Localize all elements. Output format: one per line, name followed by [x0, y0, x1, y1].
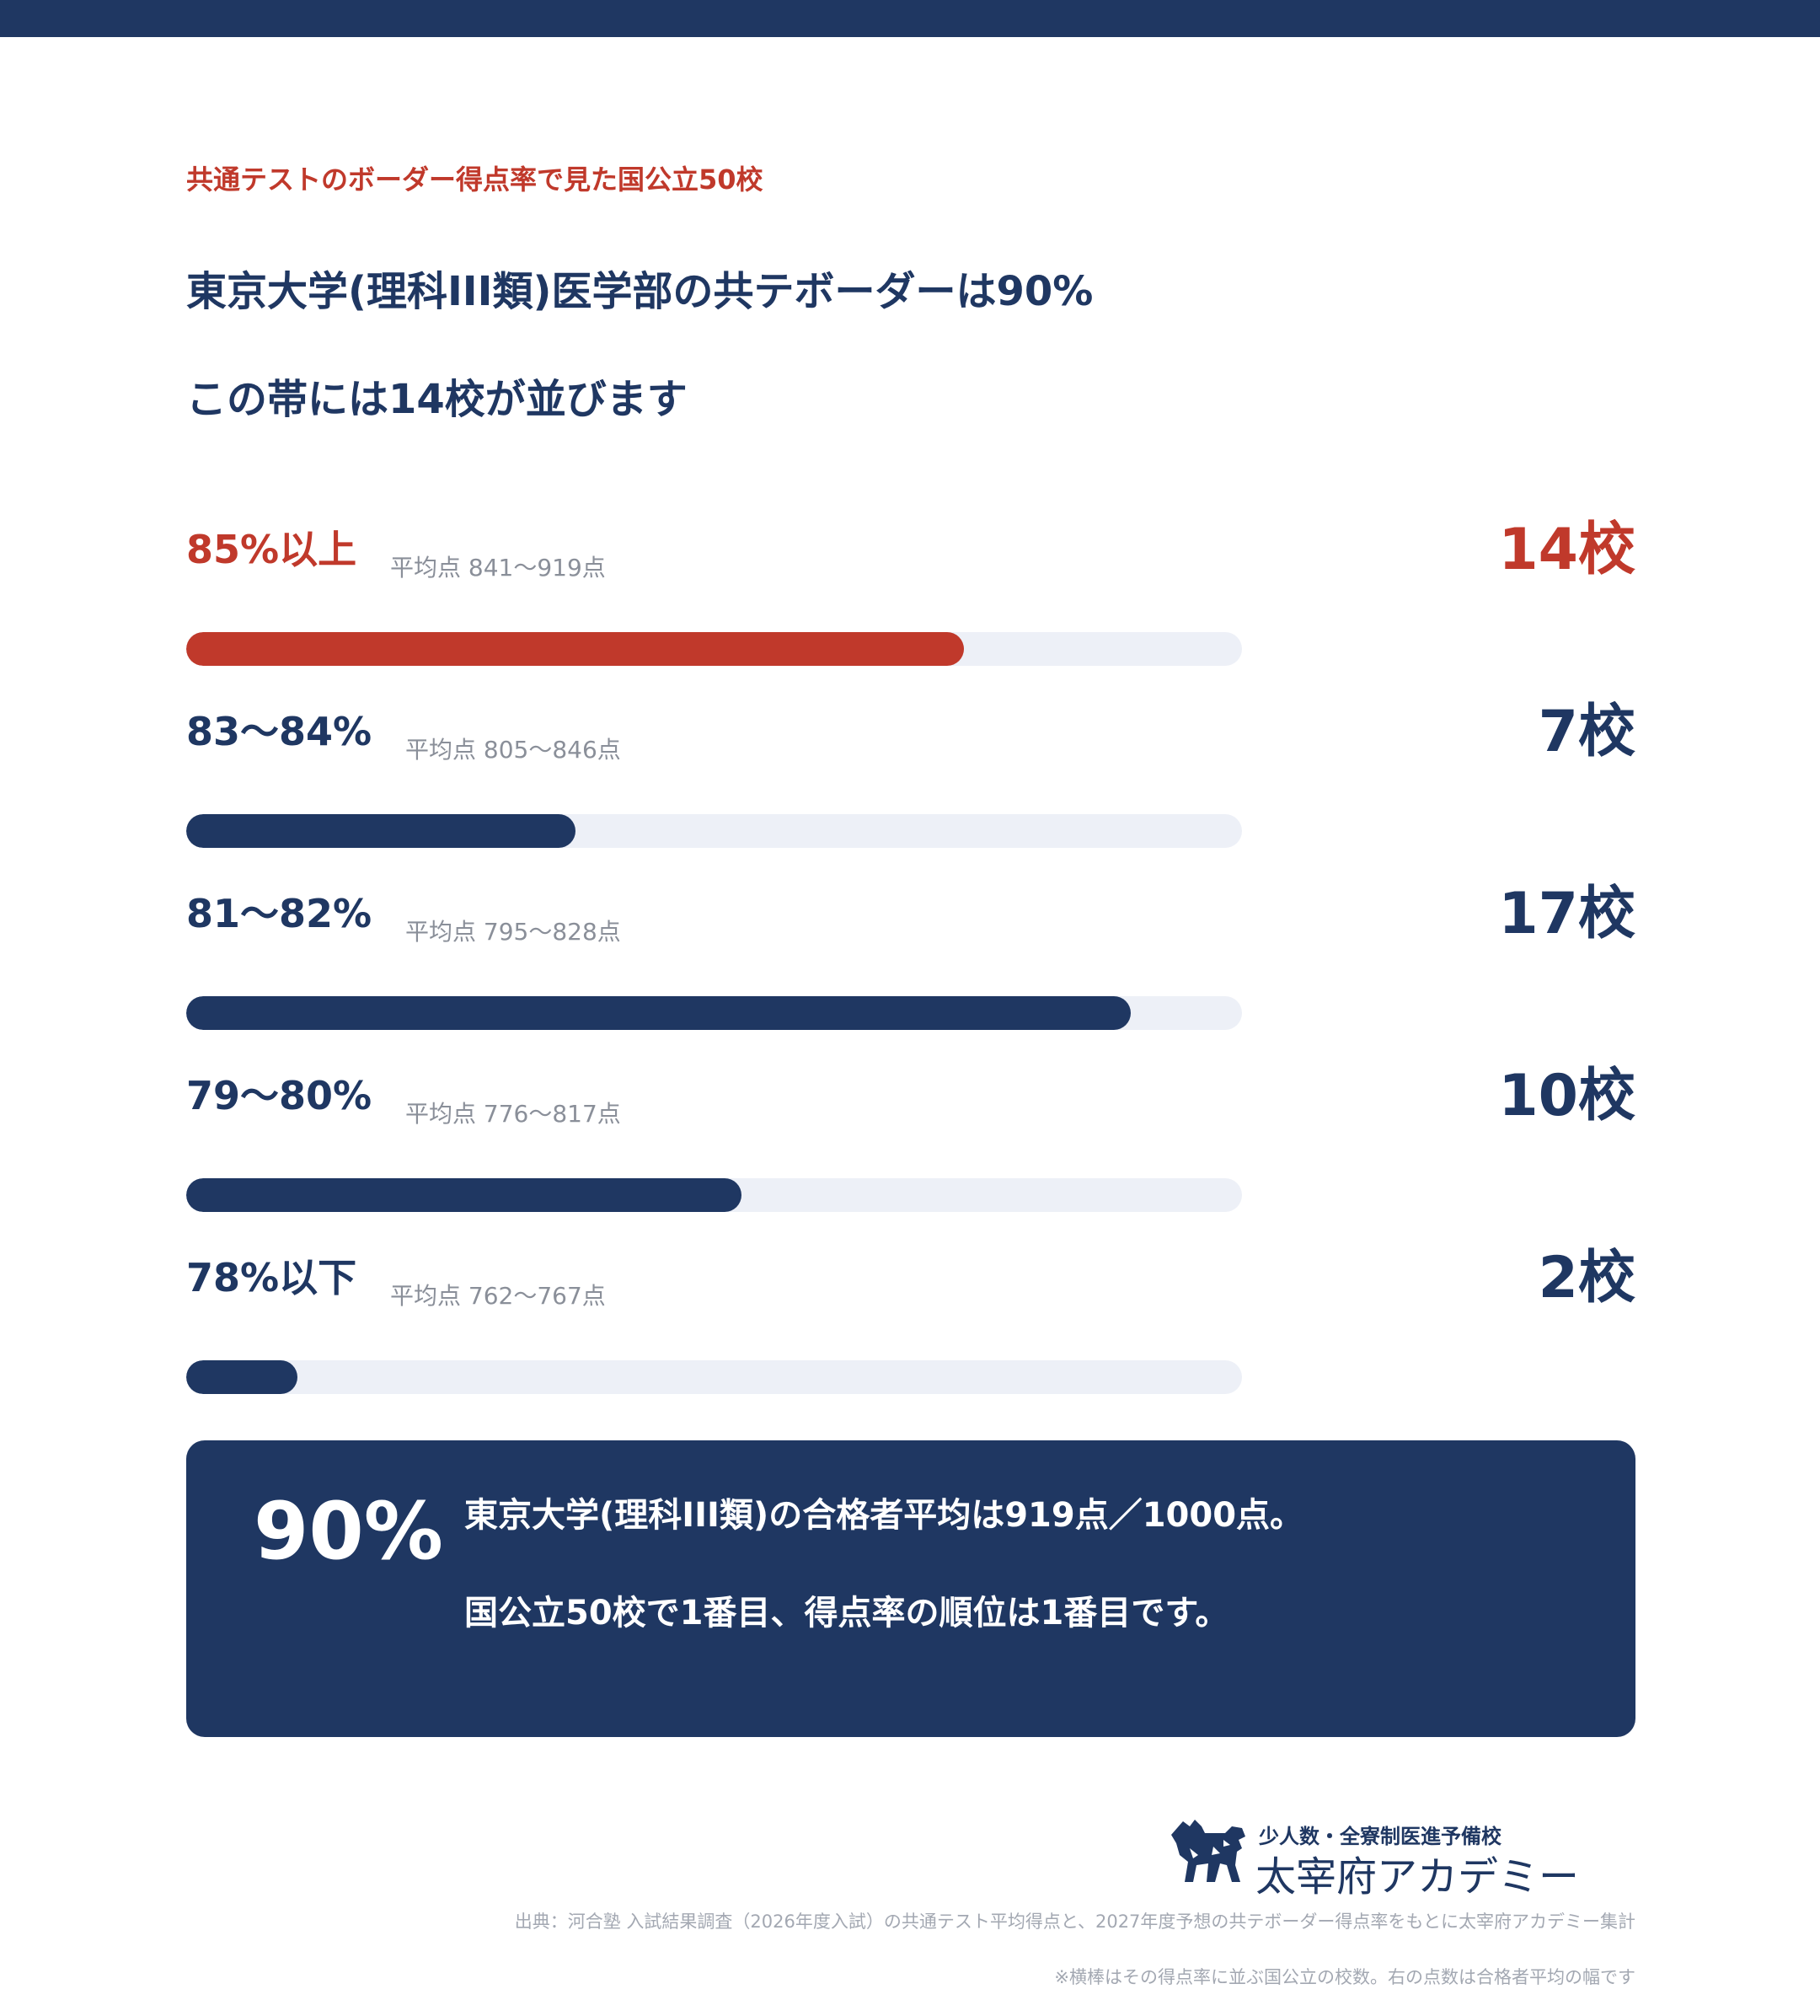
callout-line-2: 国公立50校で1番目、得点率の順位は1番目です。: [464, 1594, 1229, 1633]
school-count-label: 10校: [1498, 1063, 1635, 1129]
average-score-range: 平均点 762〜767点: [390, 1282, 606, 1310]
bar-track: [186, 996, 1242, 1030]
bar-track: [186, 632, 1242, 666]
dog-silhouette-icon: [1171, 1820, 1245, 1882]
summary-callout: 90% 東京大学(理科III類)の合格者平均は919点／1000点。 国公立50…: [186, 1440, 1635, 1737]
headline-line-2: この帯には14校が並びます: [186, 376, 688, 423]
category-label: 79〜80%: [186, 1073, 372, 1118]
bar: [186, 814, 575, 848]
bar: [186, 996, 1131, 1030]
bar-track: [186, 1360, 1242, 1394]
average-score-range: 平均点 776〜817点: [405, 1100, 621, 1128]
source-note: 出典：河合塾 入試結果調査（2026年度入試）の共通テスト平均得点と、2027年…: [514, 1911, 1635, 1932]
category-label: 85%以上: [186, 527, 357, 572]
category-label: 78%以下: [186, 1255, 357, 1300]
bar-track: [186, 1178, 1242, 1212]
top-accent-bar: [0, 0, 1820, 37]
bar: [186, 1360, 297, 1394]
bar: [186, 1178, 741, 1212]
average-score-range: 平均点 795〜828点: [405, 918, 621, 946]
academy-logo: 少人数・全寮制医進予備校 太宰府アカデミー: [1164, 1815, 1636, 1901]
logo-name: 太宰府アカデミー: [1255, 1853, 1580, 1901]
category-label: 83〜84%: [186, 709, 372, 754]
footnote: ※横棒はその得点率に並ぶ国公立の校数。右の点数は合格者平均の幅です: [1054, 1967, 1635, 1987]
bar-track: [186, 814, 1242, 848]
school-count-label: 17校: [1498, 881, 1635, 947]
headline-line-1: 東京大学(理科III類)医学部の共テボーダーは90%: [186, 268, 1094, 315]
school-count-label: 7校: [1538, 699, 1635, 765]
logo-tagline: 少人数・全寮制医進予備校: [1259, 1824, 1502, 1848]
average-score-range: 平均点 805〜846点: [405, 736, 621, 764]
bar: [186, 632, 964, 666]
callout-percentage: 90%: [254, 1486, 443, 1578]
average-score-range: 平均点 841〜919点: [390, 554, 606, 582]
callout-line-1: 東京大学(理科III類)の合格者平均は919点／1000点。: [464, 1496, 1304, 1535]
school-count-label: 14校: [1498, 517, 1635, 583]
category-label: 81〜82%: [186, 891, 372, 936]
school-count-label: 2校: [1538, 1245, 1635, 1311]
eyebrow-title: 共通テストのボーダー得点率で見た国公立50校: [186, 164, 763, 196]
